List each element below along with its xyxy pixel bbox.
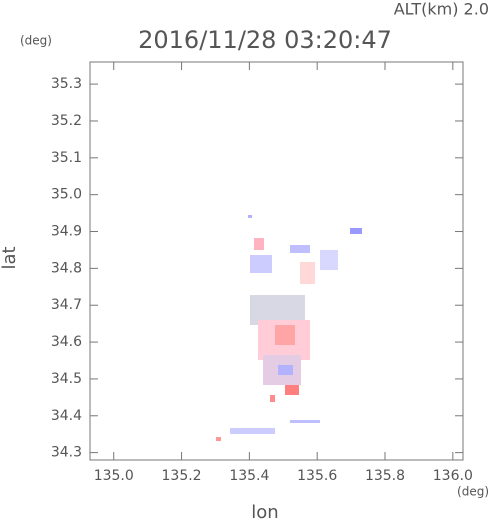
x-unit: (deg) — [457, 485, 489, 499]
plot-frame — [89, 61, 464, 461]
y-tick-label: 34.8 — [51, 260, 82, 276]
x-tick-label: 135.4 — [229, 468, 269, 484]
y-unit: (deg) — [20, 34, 52, 48]
y-tick-label: 35.3 — [51, 76, 82, 92]
y-tick-label: 34.5 — [51, 371, 82, 387]
y-tick-label: 34.9 — [51, 224, 82, 240]
y-tick-label: 35.1 — [51, 150, 82, 166]
y-tick-label: 34.7 — [51, 297, 82, 313]
x-tick-label: 135.0 — [94, 468, 134, 484]
echo-field — [216, 215, 362, 441]
y-tick-label: 34.4 — [51, 408, 82, 424]
x-tick-label: 135.2 — [162, 468, 202, 484]
x-axis-label: lon — [251, 502, 278, 521]
y-tick-label: 34.6 — [51, 334, 82, 350]
chart-title: 2016/11/28 03:20:47 — [138, 26, 392, 54]
y-axis-label: lat — [0, 246, 20, 269]
altitude-label: ALT(km) 2.0 — [394, 0, 489, 19]
y-tick-label: 35.0 — [51, 187, 82, 203]
y-tick-label: 34.3 — [51, 445, 82, 461]
x-tick-label: 135.8 — [365, 468, 405, 484]
x-tick-label: 135.6 — [297, 468, 337, 484]
y-tick-label: 35.2 — [51, 113, 82, 129]
x-tick-label: 136.0 — [433, 468, 473, 484]
